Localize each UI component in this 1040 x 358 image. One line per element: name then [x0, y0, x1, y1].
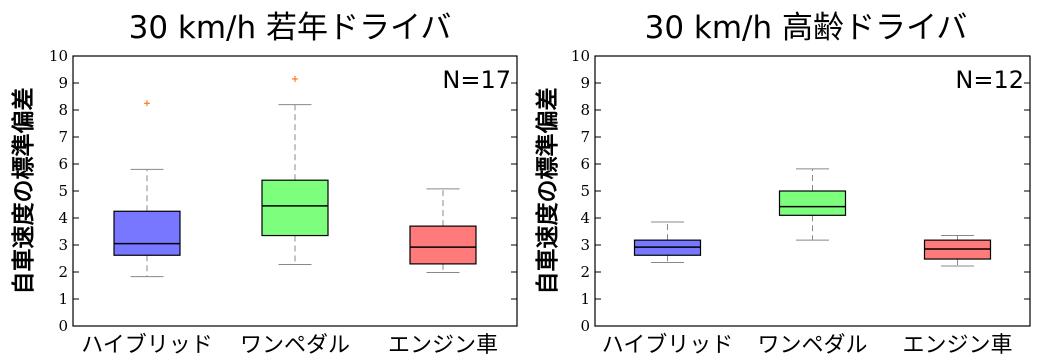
y-tick-label: 10	[571, 47, 590, 65]
y-tick-label: 4	[580, 209, 590, 227]
y-tick-label: 5	[58, 182, 68, 200]
chart-title: 30 km/h 若年ドライバ	[129, 10, 452, 46]
y-tick-label: 2	[580, 263, 590, 281]
y-tick-label: 2	[58, 263, 68, 281]
y-tick-label: 9	[58, 74, 68, 92]
box-body	[261, 179, 329, 237]
y-tick-label: 10	[49, 47, 68, 65]
y-tick-label: 5	[580, 182, 590, 200]
y-tick-label: 0	[58, 317, 68, 335]
box-3	[923, 235, 992, 267]
y-tick-label: 1	[58, 290, 68, 308]
box-3	[409, 188, 477, 274]
x-tick-label: ハイブリッド	[81, 333, 213, 358]
chart-title: 30 km/h 高齢ドライバ	[645, 10, 968, 46]
sample-size-label: N=12	[955, 66, 1024, 94]
outlier-point	[144, 100, 150, 107]
box-body	[778, 190, 847, 216]
y-tick-label: 7	[58, 128, 68, 146]
y-axis-label: 自車速度の標準偏差	[534, 88, 561, 295]
y-tick-label: 3	[58, 236, 68, 254]
outlier-point	[292, 75, 298, 82]
x-tick-label: エンジン車	[388, 333, 498, 358]
y-tick-label: 9	[580, 74, 590, 92]
x-tick-label: ワンペダル	[240, 333, 350, 358]
box-body	[409, 225, 477, 265]
y-tick-label: 8	[58, 101, 68, 119]
x-tick-label: ワンペダル	[757, 333, 867, 358]
y-tick-label: 1	[580, 290, 590, 308]
x-tick-label: ハイブリッド	[602, 333, 734, 358]
y-tick-label: 6	[580, 155, 590, 173]
box-1	[633, 221, 702, 264]
box-2	[261, 75, 329, 265]
box-2	[778, 168, 847, 241]
x-tick-label: エンジン車	[902, 333, 1012, 358]
y-tick-label: 4	[58, 209, 68, 227]
sample-size-label: N=17	[442, 66, 511, 94]
y-tick-label: 8	[580, 101, 590, 119]
box-body	[113, 210, 181, 256]
y-tick-label: 3	[580, 236, 590, 254]
y-tick-label: 6	[58, 155, 68, 173]
y-tick-label: 0	[580, 317, 590, 335]
box-1	[113, 100, 181, 278]
y-axis-label: 自車速度の標準偏差	[10, 88, 37, 295]
y-tick-label: 7	[580, 128, 590, 146]
